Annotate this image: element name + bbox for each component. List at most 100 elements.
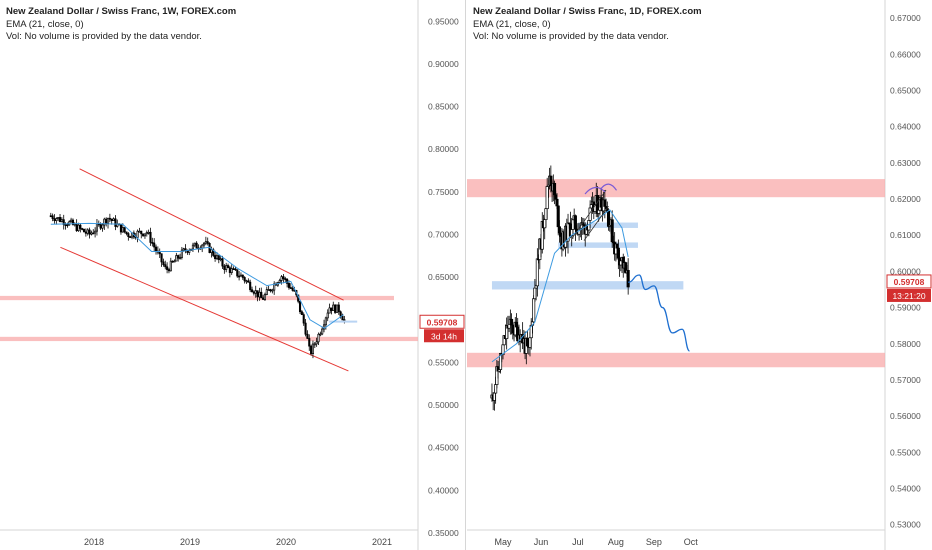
weekly-candle-body xyxy=(173,260,176,263)
daily-countdown-badge xyxy=(887,288,931,302)
weekly-candle-body xyxy=(304,322,307,335)
weekly-candle-body xyxy=(238,275,241,278)
weekly-candle-body xyxy=(311,343,315,354)
weekly-candle-body xyxy=(291,287,294,291)
daily-countdown-text: 13:21:20 xyxy=(892,291,925,301)
weekly-candle-body xyxy=(280,276,283,281)
daily-legend-ema[interactable]: EMA (21, close, 0) xyxy=(473,18,551,30)
weekly-candle-body xyxy=(298,300,302,313)
daily-trend-line xyxy=(571,189,607,240)
weekly-candle-body xyxy=(75,223,78,232)
weekly-candle-body xyxy=(53,218,56,222)
weekly-ema-line xyxy=(50,222,344,329)
weekly-candle-body xyxy=(171,260,174,263)
weekly-candle-body xyxy=(215,255,219,260)
weekly-candle-body xyxy=(326,312,329,319)
weekly-candle-body xyxy=(162,261,165,266)
weekly-chart-pane[interactable]: 0.95000 0.90000 0.85000 0.80000 0.75000 0.700… xyxy=(0,0,466,550)
weekly-y-tick-label: 0.85000 xyxy=(428,102,459,112)
weekly-candle-body xyxy=(212,249,215,256)
weekly-candle-body xyxy=(193,242,196,246)
daily-chart-pane[interactable]: 0.67000 0.66000 0.65000 0.64000 0.63000 0.620… xyxy=(467,0,932,550)
daily-price-badge xyxy=(886,274,932,289)
weekly-candle-body xyxy=(335,304,339,313)
weekly-candle-body xyxy=(254,290,257,294)
weekly-y-tick-label: 0.90000 xyxy=(428,59,459,69)
weekly-candle-body xyxy=(330,307,333,311)
daily-y-tick-label: 0.67000 xyxy=(890,13,921,23)
weekly-candle-body xyxy=(110,218,113,221)
weekly-candle-body xyxy=(343,319,346,321)
weekly-y-tick-label: 0.70000 xyxy=(428,229,459,239)
daily-candle-body xyxy=(555,198,559,207)
weekly-candle-body xyxy=(177,255,180,259)
daily-minor-zone xyxy=(558,242,638,248)
weekly-candle-body xyxy=(49,215,52,218)
weekly-price-badge xyxy=(419,314,465,329)
weekly-candle-body xyxy=(214,255,217,260)
daily-trend-line xyxy=(583,206,609,241)
daily-y-tick-label: 0.65000 xyxy=(890,85,921,95)
daily-y-tick-label: 0.59000 xyxy=(890,303,921,313)
weekly-y-tick-label: 0.55000 xyxy=(428,357,459,367)
weekly-minor-zone xyxy=(329,320,358,323)
weekly-candle-body xyxy=(271,289,274,292)
weekly-candle-body xyxy=(225,265,228,270)
weekly-candle-body xyxy=(86,229,89,234)
weekly-candle-body xyxy=(252,291,255,294)
weekly-y-tick-label: 0.40000 xyxy=(428,485,459,495)
weekly-candle-body xyxy=(79,224,82,229)
weekly-candle-body xyxy=(221,258,224,267)
weekly-candle-body xyxy=(306,333,309,339)
weekly-candle-body xyxy=(260,291,263,299)
weekly-candle-body xyxy=(129,236,132,238)
weekly-candle-body xyxy=(166,266,169,270)
weekly-candle-body xyxy=(66,224,69,227)
weekly-candle-body xyxy=(219,258,222,261)
weekly-support-zone xyxy=(0,295,394,301)
daily-y-tick-label: 0.56000 xyxy=(890,411,921,421)
daily-minor-zone xyxy=(491,281,684,290)
weekly-candle-body xyxy=(284,278,287,280)
weekly-candle-body xyxy=(328,307,331,314)
weekly-candle-body xyxy=(234,268,237,271)
daily-x-tick-label: May xyxy=(494,537,512,547)
weekly-legend-ema[interactable]: EMA (21, close, 0) xyxy=(6,18,84,30)
weekly-candle-body xyxy=(106,217,110,224)
weekly-candle-body xyxy=(341,315,344,321)
weekly-candle-body xyxy=(184,248,187,251)
weekly-candle-body xyxy=(204,241,207,244)
weekly-channel-line xyxy=(79,168,344,301)
weekly-candle-body xyxy=(230,268,233,273)
weekly-candle-body xyxy=(241,274,244,278)
weekly-x-tick-label: 2020 xyxy=(276,537,296,547)
weekly-candle-body xyxy=(337,304,340,313)
weekly-candle-body xyxy=(267,289,270,291)
weekly-channel-line xyxy=(60,246,349,372)
weekly-candle-body xyxy=(175,255,178,262)
weekly-y-tick-label: 0.95000 xyxy=(428,16,459,26)
weekly-chart-canvas[interactable]: 0.95000 0.90000 0.85000 0.80000 0.75000 0.700… xyxy=(0,0,466,550)
daily-x-tick-label: Oct xyxy=(684,537,699,547)
weekly-candle-body xyxy=(94,230,97,234)
weekly-candle-body xyxy=(308,338,311,347)
weekly-legend: New Zealand Dollar / Swiss Franc, 1W, FO… xyxy=(6,6,236,44)
weekly-candle-body xyxy=(195,242,198,249)
weekly-candle-body xyxy=(167,269,171,272)
weekly-candle-body xyxy=(77,224,80,232)
weekly-candle-body xyxy=(57,217,60,220)
weekly-candle-body xyxy=(286,278,289,284)
weekly-candle-body xyxy=(68,221,71,226)
weekly-candle-body xyxy=(282,276,285,279)
weekly-countdown-text: 3d 14h xyxy=(431,331,457,341)
weekly-candle-body xyxy=(217,255,220,260)
weekly-candle-body xyxy=(243,277,246,282)
weekly-candle-body xyxy=(321,328,324,335)
weekly-candle-body xyxy=(140,230,143,235)
weekly-candle-body xyxy=(256,290,259,298)
weekly-y-tick-label: 0.45000 xyxy=(428,443,459,453)
daily-support-zone xyxy=(467,352,885,368)
weekly-candle-body xyxy=(278,280,281,283)
weekly-candle-body xyxy=(249,281,252,291)
daily-chart-canvas[interactable]: 0.67000 0.66000 0.65000 0.64000 0.63000 0.620… xyxy=(467,0,932,550)
